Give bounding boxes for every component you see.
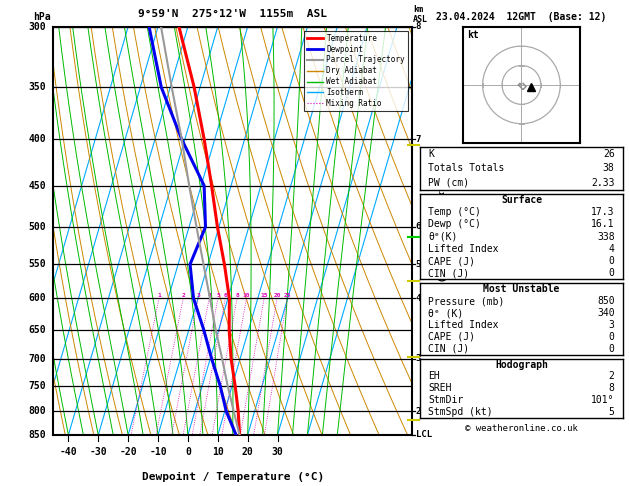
Text: 350: 350 bbox=[29, 82, 47, 92]
Text: K: K bbox=[428, 149, 434, 159]
Text: kt: kt bbox=[467, 30, 479, 40]
Text: 4: 4 bbox=[416, 294, 421, 303]
Text: 0: 0 bbox=[609, 268, 615, 278]
Text: 300: 300 bbox=[29, 22, 47, 32]
Text: 8: 8 bbox=[235, 294, 239, 298]
Text: 7: 7 bbox=[416, 135, 421, 144]
Text: 38: 38 bbox=[603, 163, 615, 174]
Text: 850: 850 bbox=[29, 430, 47, 440]
Text: 850: 850 bbox=[597, 296, 615, 306]
Text: © weatheronline.co.uk: © weatheronline.co.uk bbox=[465, 423, 578, 433]
Text: 0: 0 bbox=[185, 447, 191, 457]
Text: SREH: SREH bbox=[428, 383, 452, 393]
Text: Surface: Surface bbox=[501, 195, 542, 205]
Text: 3: 3 bbox=[416, 354, 421, 364]
Text: Totals Totals: Totals Totals bbox=[428, 163, 504, 174]
Text: -20: -20 bbox=[120, 447, 137, 457]
Text: 650: 650 bbox=[29, 325, 47, 335]
Text: -10: -10 bbox=[149, 447, 167, 457]
Text: 3: 3 bbox=[609, 320, 615, 330]
Text: 5: 5 bbox=[416, 260, 421, 269]
Text: Hodograph: Hodograph bbox=[495, 360, 548, 369]
Text: CAPE (J): CAPE (J) bbox=[428, 256, 476, 266]
Text: 25: 25 bbox=[284, 294, 291, 298]
Text: 6: 6 bbox=[416, 223, 421, 231]
Text: 2: 2 bbox=[609, 371, 615, 382]
Text: -30: -30 bbox=[89, 447, 107, 457]
Text: 400: 400 bbox=[29, 135, 47, 144]
Text: EH: EH bbox=[428, 371, 440, 382]
Text: θᵉ (K): θᵉ (K) bbox=[428, 308, 464, 318]
Text: 15: 15 bbox=[260, 294, 268, 298]
Text: 20: 20 bbox=[273, 294, 281, 298]
Text: 101°: 101° bbox=[591, 395, 615, 405]
Text: 16.1: 16.1 bbox=[591, 219, 615, 229]
Text: StmDir: StmDir bbox=[428, 395, 464, 405]
Text: CAPE (J): CAPE (J) bbox=[428, 332, 476, 342]
Text: 600: 600 bbox=[29, 294, 47, 303]
Text: CIN (J): CIN (J) bbox=[428, 268, 469, 278]
Text: 2.33: 2.33 bbox=[591, 178, 615, 188]
Text: 700: 700 bbox=[29, 354, 47, 364]
Text: km
ASL: km ASL bbox=[413, 5, 428, 24]
Text: Pressure (mb): Pressure (mb) bbox=[428, 296, 504, 306]
Text: LCL: LCL bbox=[416, 431, 431, 439]
Text: Mixing Ratio (g/kg): Mixing Ratio (g/kg) bbox=[436, 180, 445, 282]
Text: 550: 550 bbox=[29, 260, 47, 269]
Text: 30: 30 bbox=[272, 447, 284, 457]
Text: hPa: hPa bbox=[33, 12, 50, 22]
Text: 0: 0 bbox=[609, 332, 615, 342]
Text: Dewpoint / Temperature (°C): Dewpoint / Temperature (°C) bbox=[142, 472, 324, 482]
Text: 9°59'N  275°12'W  1155m  ASL: 9°59'N 275°12'W 1155m ASL bbox=[138, 9, 327, 18]
Text: 10: 10 bbox=[212, 447, 224, 457]
Text: 4: 4 bbox=[208, 294, 211, 298]
Text: 8: 8 bbox=[609, 383, 615, 393]
Text: 750: 750 bbox=[29, 381, 47, 391]
Text: PW (cm): PW (cm) bbox=[428, 178, 469, 188]
Text: 4: 4 bbox=[609, 244, 615, 254]
Text: 5: 5 bbox=[216, 294, 220, 298]
Text: 5: 5 bbox=[609, 407, 615, 417]
Text: 2: 2 bbox=[416, 407, 421, 416]
Text: -40: -40 bbox=[60, 447, 77, 457]
Text: 500: 500 bbox=[29, 222, 47, 232]
Text: 23.04.2024  12GMT  (Base: 12): 23.04.2024 12GMT (Base: 12) bbox=[437, 12, 606, 22]
Text: θᵉ(K): θᵉ(K) bbox=[428, 232, 458, 242]
Text: 26: 26 bbox=[603, 149, 615, 159]
Text: CIN (J): CIN (J) bbox=[428, 344, 469, 354]
Text: 338: 338 bbox=[597, 232, 615, 242]
Text: 800: 800 bbox=[29, 406, 47, 416]
Text: 8: 8 bbox=[416, 22, 421, 31]
Text: Most Unstable: Most Unstable bbox=[483, 284, 560, 295]
Text: 0: 0 bbox=[609, 256, 615, 266]
Text: 17.3: 17.3 bbox=[591, 207, 615, 217]
Text: 3: 3 bbox=[196, 294, 200, 298]
Text: Dewp (°C): Dewp (°C) bbox=[428, 219, 481, 229]
Text: 1: 1 bbox=[157, 294, 161, 298]
Text: 0: 0 bbox=[609, 344, 615, 354]
Text: 340: 340 bbox=[597, 308, 615, 318]
Legend: Temperature, Dewpoint, Parcel Trajectory, Dry Adiabat, Wet Adiabat, Isotherm, Mi: Temperature, Dewpoint, Parcel Trajectory… bbox=[304, 31, 408, 111]
Text: Temp (°C): Temp (°C) bbox=[428, 207, 481, 217]
Text: 2: 2 bbox=[181, 294, 185, 298]
Text: 6: 6 bbox=[223, 294, 227, 298]
Text: Lifted Index: Lifted Index bbox=[428, 320, 499, 330]
Text: Lifted Index: Lifted Index bbox=[428, 244, 499, 254]
Text: StmSpd (kt): StmSpd (kt) bbox=[428, 407, 493, 417]
Text: 10: 10 bbox=[243, 294, 250, 298]
Text: 450: 450 bbox=[29, 181, 47, 191]
Text: 20: 20 bbox=[242, 447, 253, 457]
